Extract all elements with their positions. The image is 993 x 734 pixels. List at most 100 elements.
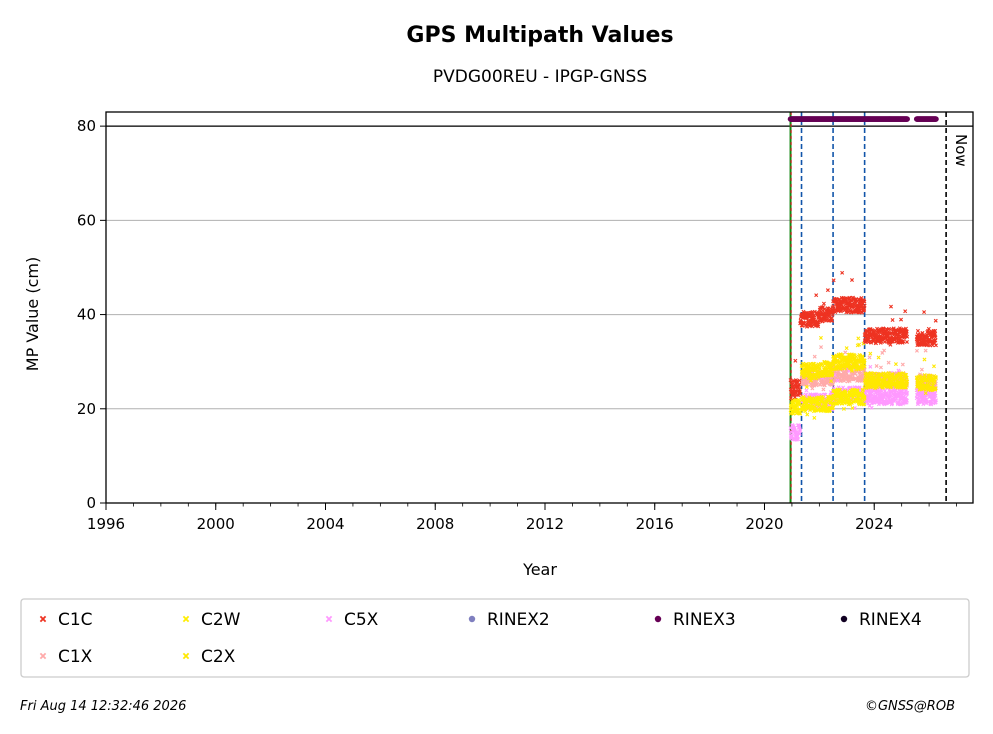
- legend-label-C1C: C1C: [58, 610, 93, 630]
- legend-item-C2X: C2X: [182, 647, 236, 667]
- point-C1C: [802, 321, 807, 326]
- point-C1C: [821, 301, 826, 306]
- x-tick-label-2008: 2008: [416, 515, 454, 533]
- point-RINEX3: [904, 116, 910, 122]
- point-C5X: [835, 378, 840, 383]
- point-C1C: [822, 307, 827, 312]
- point-C1C: [837, 297, 842, 302]
- legend-marker-C2X: [182, 652, 190, 660]
- point-C5X: [797, 423, 802, 428]
- legend-label-C1X: C1X: [58, 647, 93, 667]
- point-C5X: [896, 368, 901, 373]
- point-C2W: [841, 406, 846, 411]
- point-C1C: [866, 340, 871, 345]
- point-C2X: [826, 373, 831, 378]
- point-C1C: [821, 305, 826, 310]
- point-C1C: [789, 380, 794, 385]
- point-C2X: [854, 354, 859, 359]
- plot-frame: [105, 111, 974, 504]
- point-C5X: [796, 437, 801, 442]
- point-C1C: [888, 342, 893, 347]
- point-C2X: [904, 372, 909, 377]
- legend-label-RINEX4: RINEX4: [859, 610, 922, 630]
- point-C5X: [804, 388, 809, 393]
- series-RINEX3: [787, 116, 939, 122]
- point-C1C: [890, 318, 895, 322]
- point-C1X: [815, 381, 820, 386]
- x-tick-label-2000: 2000: [197, 515, 235, 533]
- legend-label-C2W: C2W: [201, 610, 241, 630]
- point-C1C: [903, 309, 908, 314]
- point-C2X: [857, 342, 862, 347]
- legend-item-RINEX4: RINEX4: [840, 610, 922, 630]
- legend-marker-C1C: [39, 615, 47, 623]
- series-C1C: [788, 270, 938, 401]
- point-C1C: [933, 335, 938, 340]
- point-C2X: [860, 354, 865, 359]
- x-axis: 1996 2000 2004 2008 2012 2016 2020 2024: [87, 503, 957, 533]
- series-C2X: [799, 335, 938, 396]
- point-C1X: [878, 365, 883, 370]
- footer-timestamp: Fri Aug 14 12:32:46 2026: [20, 699, 186, 714]
- series-C2W: [788, 367, 867, 420]
- point-C2X: [905, 379, 910, 384]
- point-C1X: [843, 350, 848, 355]
- point-C2X: [898, 371, 903, 376]
- point-C2W: [831, 405, 836, 410]
- legend-marker-C5X: [325, 615, 333, 623]
- y-tick-label-40: 40: [77, 306, 96, 324]
- x-tick-label-2024: 2024: [855, 515, 893, 533]
- x-tick-label-2020: 2020: [745, 515, 783, 533]
- legend-label-C2X: C2X: [201, 647, 236, 667]
- legend-item-C1X: C1X: [39, 647, 93, 667]
- point-C1C: [901, 339, 906, 344]
- legend: C1C C2W C5X RINEX2 RINEX3 RINEX4 C1X C2X: [39, 610, 922, 667]
- point-C5X: [798, 428, 803, 433]
- y-tick-label-80: 80: [77, 117, 96, 135]
- point-C2X: [869, 372, 874, 377]
- point-C1C: [834, 296, 839, 301]
- point-C1X: [819, 345, 824, 350]
- y-tick-label-0: 0: [86, 494, 96, 512]
- legend-item-RINEX3: RINEX3: [654, 610, 736, 630]
- point-C1C: [904, 329, 909, 334]
- point-C1C: [797, 378, 802, 383]
- x-tick-label-2012: 2012: [526, 515, 564, 533]
- point-C5X: [904, 398, 909, 403]
- point-C2X: [862, 358, 867, 363]
- point-C1C: [850, 278, 854, 283]
- point-C2W: [862, 402, 867, 407]
- y-axis: 0 20 40 60 80: [77, 117, 106, 512]
- x-tick-label-2016: 2016: [636, 515, 674, 533]
- point-C2W: [862, 395, 867, 400]
- legend-item-C2W: C2W: [182, 610, 241, 630]
- point-C2X: [933, 386, 938, 391]
- point-C2W: [862, 396, 867, 401]
- y-axis-label: MP Value (cm): [23, 257, 42, 371]
- point-C1X: [810, 386, 815, 391]
- point-C2X: [922, 357, 927, 362]
- point-C2X: [830, 371, 835, 376]
- point-C1C: [933, 343, 938, 348]
- point-C1X: [882, 348, 887, 353]
- point-RINEX3: [933, 116, 939, 122]
- legend-marker-C2W: [182, 615, 190, 623]
- x-axis-label: Year: [522, 560, 557, 579]
- point-C2X: [807, 373, 812, 378]
- point-C1C: [869, 340, 874, 345]
- point-C2X: [931, 364, 936, 369]
- point-C2X: [923, 391, 928, 396]
- point-C1C: [846, 310, 851, 315]
- now-label: Now: [952, 134, 970, 167]
- legend-marker-RINEX4: [840, 615, 848, 623]
- point-C1C: [831, 278, 836, 283]
- point-C5X: [884, 391, 889, 396]
- point-C1X: [919, 367, 924, 372]
- point-C1C: [922, 310, 927, 315]
- point-C2X: [871, 374, 876, 379]
- point-C5X: [880, 398, 885, 402]
- point-C2X: [818, 335, 823, 340]
- point-C2W: [798, 411, 803, 416]
- point-C1C: [840, 270, 845, 275]
- legend-item-C5X: C5X: [325, 610, 379, 630]
